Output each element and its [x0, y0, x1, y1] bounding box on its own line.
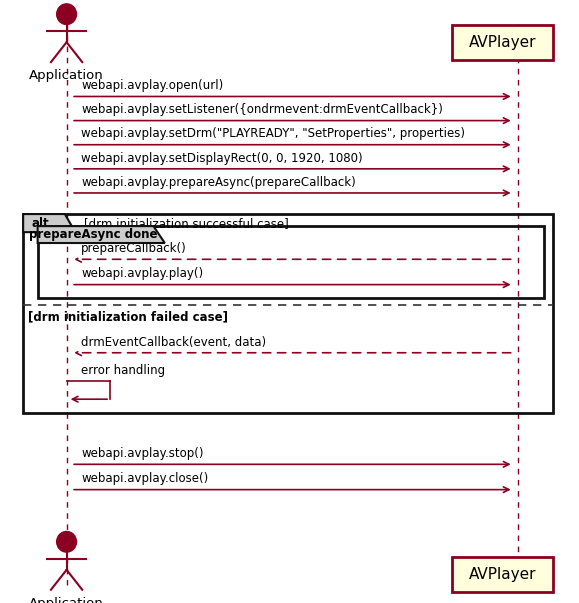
Circle shape	[57, 4, 76, 24]
Circle shape	[57, 532, 76, 552]
Text: [drm initialization failed case]: [drm initialization failed case]	[28, 311, 228, 324]
Text: error handling: error handling	[81, 364, 165, 377]
Bar	[452, 25, 553, 60]
Text: drmEventCallback(event, data): drmEventCallback(event, data)	[81, 335, 266, 349]
Text: webapi.avplay.setDrm("PLAYREADY", "SetProperties", properties): webapi.avplay.setDrm("PLAYREADY", "SetPr…	[81, 127, 465, 140]
Bar	[23, 214, 553, 413]
Polygon shape	[38, 226, 165, 243]
Text: webapi.avplay.close(): webapi.avplay.close()	[81, 472, 208, 485]
Text: webapi.avplay.stop(): webapi.avplay.stop()	[81, 447, 204, 460]
Bar	[38, 226, 544, 298]
Text: AVPlayer: AVPlayer	[468, 35, 536, 49]
Text: prepareCallback(): prepareCallback()	[81, 242, 187, 255]
Text: AVPlayer: AVPlayer	[468, 567, 536, 581]
Text: webapi.avplay.open(url): webapi.avplay.open(url)	[81, 79, 223, 92]
Polygon shape	[23, 214, 75, 232]
Text: Application: Application	[29, 69, 104, 83]
Text: alt: alt	[32, 216, 49, 230]
Text: [drm initialization successful case]: [drm initialization successful case]	[84, 216, 289, 230]
Bar	[452, 557, 553, 592]
Text: webapi.avplay.play(): webapi.avplay.play()	[81, 267, 203, 280]
Text: prepareAsync done: prepareAsync done	[29, 228, 157, 241]
Text: webapi.avplay.setListener({ondrmevent:drmEventCallback}): webapi.avplay.setListener({ondrmevent:dr…	[81, 103, 443, 116]
Text: webapi.avplay.setDisplayRect(0, 0, 1920, 1080): webapi.avplay.setDisplayRect(0, 0, 1920,…	[81, 151, 362, 165]
Text: Application: Application	[29, 597, 104, 603]
Text: webapi.avplay.prepareAsync(prepareCallback): webapi.avplay.prepareAsync(prepareCallba…	[81, 175, 356, 189]
